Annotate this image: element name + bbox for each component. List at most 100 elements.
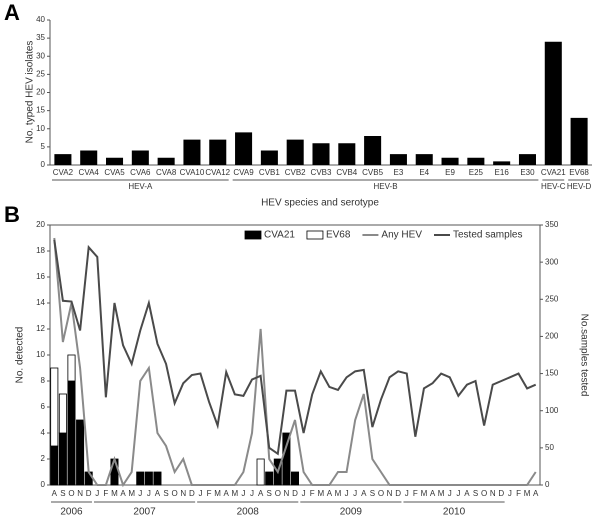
x-tick-label: S <box>473 489 478 498</box>
bar <box>493 161 511 165</box>
y2-tick-label: 250 <box>545 294 559 303</box>
bar <box>106 157 124 165</box>
x-tick-label: S <box>267 489 272 498</box>
x-tick-label: CVA10 <box>180 168 205 177</box>
year-label: 2007 <box>133 507 156 518</box>
x-tick-label: J <box>241 489 245 498</box>
x-tick-label: M <box>111 489 118 498</box>
y-axis-label: No. detected <box>15 327 26 384</box>
line <box>53 237 537 488</box>
y-tick-label: 18 <box>36 246 45 255</box>
bar <box>50 445 59 486</box>
x-tick-label: J <box>345 489 349 498</box>
bar <box>256 458 265 486</box>
bar <box>136 471 145 486</box>
bar <box>286 139 304 165</box>
y-tick-label: 15 <box>36 106 45 115</box>
bar <box>290 471 300 486</box>
x-axis-label: HEV species and serotype <box>261 198 379 209</box>
bar <box>157 157 175 165</box>
x-tick-label: M <box>524 489 531 498</box>
bar <box>260 150 278 165</box>
x-tick-label: CVA6 <box>130 168 151 177</box>
line <box>53 239 537 456</box>
year-label: 2009 <box>340 507 363 518</box>
year-label: 2006 <box>60 507 83 518</box>
x-tick-label: M <box>317 489 324 498</box>
x-tick-label: M <box>214 489 221 498</box>
bar <box>58 393 67 434</box>
x-tick-label: CVA4 <box>79 168 100 177</box>
bar <box>570 117 588 165</box>
bar <box>67 380 76 486</box>
bar <box>415 154 433 165</box>
x-tick-label: E16 <box>495 168 510 177</box>
bar <box>467 157 485 165</box>
legend-swatch <box>244 230 262 240</box>
plot-frame <box>49 224 541 486</box>
x-tick-label: CVB5 <box>362 168 383 177</box>
bar <box>58 432 67 486</box>
y-tick-label: 0 <box>41 160 46 169</box>
x-tick-label: E9 <box>445 168 455 177</box>
x-tick-label: D <box>292 489 298 498</box>
y2-tick-label: 0 <box>545 480 550 489</box>
bar <box>84 471 93 486</box>
bar <box>54 154 72 165</box>
legend-label: EV68 <box>326 230 351 241</box>
x-tick-label: A <box>430 489 436 498</box>
x-tick-label: N <box>77 489 83 498</box>
x-tick-label: S <box>370 489 375 498</box>
x-tick-label: N <box>180 489 186 498</box>
x-tick-label: CVA8 <box>156 168 177 177</box>
y-tick-label: 6 <box>41 402 46 411</box>
x-tick-label: A <box>327 489 333 498</box>
x-tick-label: A <box>120 489 126 498</box>
x-tick-label: EV68 <box>569 168 589 177</box>
y-tick-label: 25 <box>36 69 45 78</box>
x-tick-label: J <box>508 489 512 498</box>
y-tick-label: 12 <box>36 324 45 333</box>
x-tick-label: J <box>95 489 99 498</box>
x-tick-label: A <box>361 489 367 498</box>
x-tick-label: A <box>155 489 161 498</box>
x-tick-label: D <box>498 489 504 498</box>
y-tick-label: 20 <box>36 88 45 97</box>
x-tick-label: D <box>395 489 401 498</box>
x-tick-label: S <box>163 489 168 498</box>
x-tick-label: CVA2 <box>53 168 74 177</box>
bar <box>235 132 253 165</box>
x-tick-label: E4 <box>419 168 429 177</box>
x-tick-label: CVB4 <box>336 168 357 177</box>
x-tick-label: J <box>138 489 142 498</box>
group-label: HEV-A <box>128 182 153 191</box>
x-tick-label: CVB1 <box>259 168 280 177</box>
x-tick-label: N <box>387 489 393 498</box>
y-tick-label: 16 <box>36 272 45 281</box>
x-tick-label: F <box>207 489 212 498</box>
x-tick-label: S <box>60 489 65 498</box>
x-tick-label: O <box>68 489 74 498</box>
year-label: 2010 <box>443 507 466 518</box>
y-tick-label: 14 <box>36 298 45 307</box>
x-tick-label: A <box>533 489 539 498</box>
x-tick-label: E30 <box>520 168 535 177</box>
x-tick-label: M <box>421 489 428 498</box>
x-tick-label: CVA21 <box>541 168 566 177</box>
year-label: 2008 <box>237 507 260 518</box>
x-tick-label: CVB3 <box>311 168 332 177</box>
bar <box>50 367 59 447</box>
y-tick-label: 5 <box>41 142 46 151</box>
y2-tick-label: 350 <box>545 220 559 229</box>
y-tick-label: 2 <box>41 454 46 463</box>
x-tick-label: N <box>284 489 290 498</box>
x-tick-label: A <box>224 489 230 498</box>
y-tick-label: 10 <box>36 350 45 359</box>
x-tick-label: A <box>52 489 58 498</box>
x-tick-label: CVA9 <box>233 168 254 177</box>
bar <box>265 471 274 486</box>
y2-tick-label: 150 <box>545 369 559 378</box>
y-tick-label: 20 <box>36 220 45 229</box>
x-tick-label: J <box>198 489 202 498</box>
